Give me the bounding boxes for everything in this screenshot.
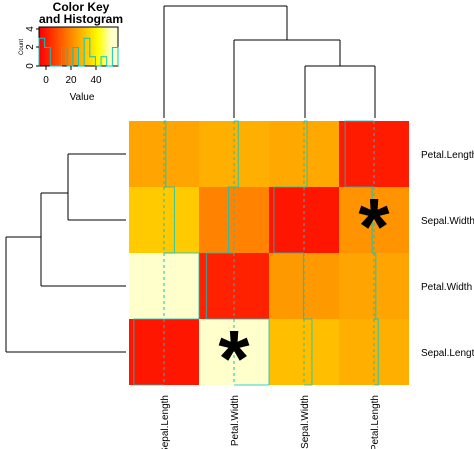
color-key-title-line2: and Histogram <box>39 12 123 26</box>
color-key-swatch <box>74 27 78 66</box>
color-key-swatch <box>102 27 105 66</box>
color-key-swatch <box>108 27 111 66</box>
trace-line <box>234 318 270 386</box>
color-key-swatch <box>86 27 89 66</box>
color-key-swatch <box>56 27 60 66</box>
trace-line <box>133 318 164 386</box>
color-key-swatch <box>104 27 107 66</box>
color-key-swatch <box>96 27 99 66</box>
column-labels: Sepal.Length Petal.Width Sepal.Width Petal.… <box>160 395 381 449</box>
color-key-title-line1: Color Key <box>53 0 110 14</box>
trace-line <box>205 252 234 320</box>
color-key-histogram <box>38 37 119 67</box>
color-key-swatch <box>112 27 115 66</box>
color-key-swatch <box>90 27 93 66</box>
color-key-swatch <box>60 27 64 66</box>
color-key-swatch <box>76 27 79 66</box>
column-label: Petal.Length <box>370 395 381 449</box>
color-key-swatch <box>54 27 58 66</box>
color-key-swatch <box>52 27 56 66</box>
color-key-ytick: 4 <box>25 26 36 32</box>
color-key-swatch <box>100 27 103 66</box>
trace-line <box>273 186 304 254</box>
color-key-swatch <box>114 27 117 66</box>
row-label: Petal.Length <box>421 150 474 161</box>
color-key-xtick: 0 <box>43 75 49 86</box>
color-key-swatch <box>70 27 74 66</box>
color-key-x-ticks: 0 20 40 <box>43 66 102 86</box>
column-label: Petal.Width <box>230 395 241 446</box>
color-key-swatch <box>39 27 42 66</box>
color-key-swatch <box>48 27 52 66</box>
color-key-swatch <box>98 27 101 66</box>
color-key-swatch <box>62 27 66 66</box>
color-key-swatch <box>64 27 68 66</box>
color-key-xtick: 20 <box>65 75 77 86</box>
color-key-histogram-line <box>38 37 119 67</box>
color-key-swatch <box>106 27 109 66</box>
color-key-y-ticks: 0 2 4 <box>25 26 39 69</box>
trace-line <box>234 120 239 188</box>
heatmap-annotations: ** <box>218 182 390 403</box>
color-key-swatch <box>80 27 83 66</box>
color-key-swatch <box>58 27 62 66</box>
color-key-swatch <box>92 27 95 66</box>
color-key-swatch <box>110 27 113 66</box>
trace-line <box>344 120 374 188</box>
trace-line <box>371 186 374 254</box>
column-label: Sepal.Width <box>300 395 311 449</box>
color-key-ytick: 0 <box>25 63 36 69</box>
column-label: Sepal.Length <box>160 395 171 449</box>
color-key-xtick: 40 <box>90 75 102 86</box>
significance-star: * <box>218 314 250 403</box>
row-label: Petal.Width <box>421 282 472 293</box>
color-key-swatch <box>84 27 87 66</box>
row-label: Sepal.Width <box>421 216 474 227</box>
color-key-swatch <box>78 27 81 66</box>
color-key-swatch <box>44 27 48 66</box>
color-key-ytick: 2 <box>25 44 36 50</box>
trace-line <box>304 318 313 386</box>
color-key-swatch <box>72 27 76 66</box>
color-key-swatch <box>116 27 119 66</box>
color-key-swatch <box>94 27 97 66</box>
trace-line <box>304 120 308 188</box>
significance-star: * <box>358 182 390 271</box>
color-key-swatch <box>50 27 54 66</box>
color-key-ylabel: Count <box>19 39 25 55</box>
color-key-swatch <box>66 27 70 66</box>
row-dendrogram <box>5 153 126 353</box>
color-key-xlabel: Value <box>70 92 95 103</box>
row-label: Sepal.Length <box>421 348 474 359</box>
color-key-swatch <box>40 27 44 66</box>
color-key-swatch <box>46 27 50 66</box>
row-labels: Petal.Length Sepal.Width Petal.Width Sepal.… <box>421 150 474 359</box>
color-key: Color Key and Histogram Count 0 2 4 0 20… <box>19 0 123 103</box>
heatmap-trace-lines <box>133 120 379 386</box>
trace-line <box>164 252 200 320</box>
column-dendrogram <box>163 5 376 118</box>
trace-line <box>374 318 379 386</box>
color-key-swatch <box>68 27 72 66</box>
